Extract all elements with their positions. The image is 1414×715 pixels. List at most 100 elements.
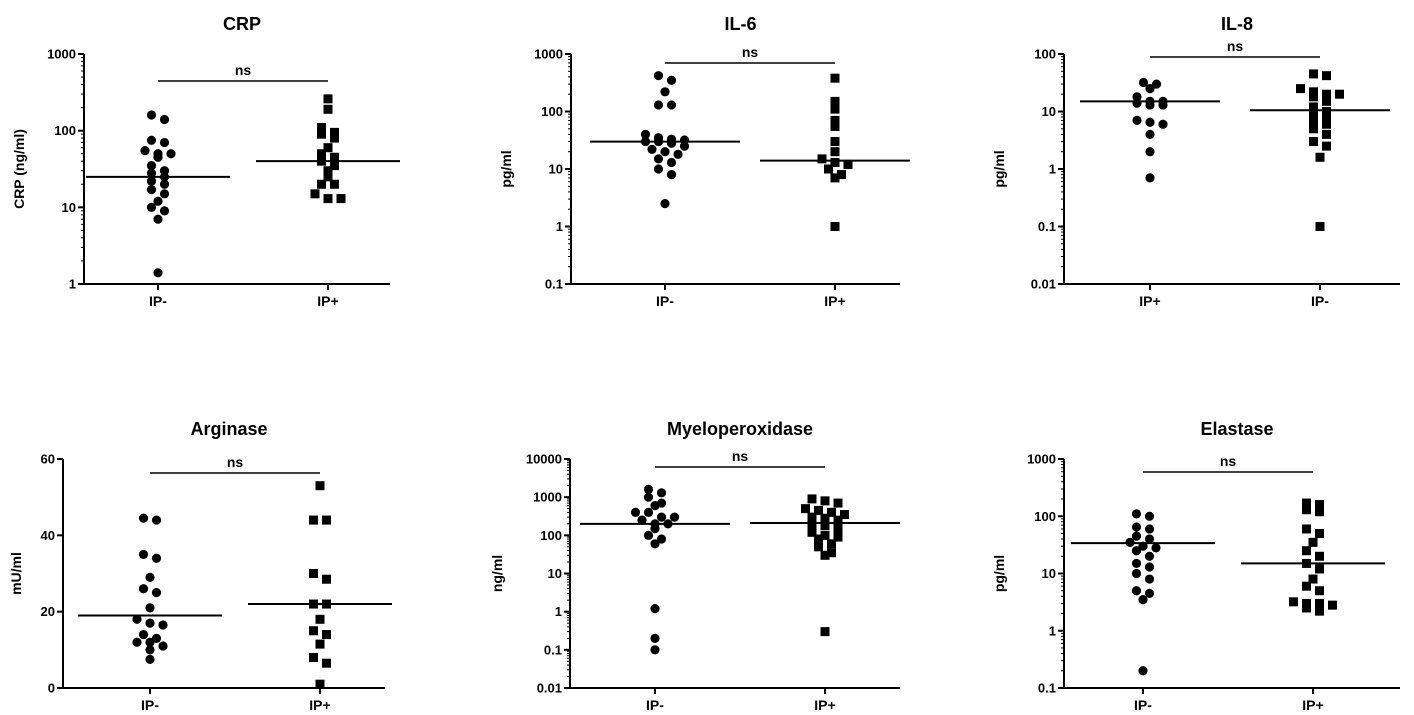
data-point-square: [1335, 89, 1344, 99]
data-point-circle: [656, 488, 667, 498]
y-tick-label: 0: [48, 681, 55, 696]
data-point-circle: [146, 202, 157, 212]
y-tick-label: 1: [69, 277, 76, 292]
significance-label: ns: [235, 62, 252, 78]
data-point-circle: [1131, 558, 1142, 569]
data-point-circle: [1158, 100, 1168, 110]
data-point-square: [309, 515, 318, 525]
data-point-circle: [1144, 574, 1155, 584]
data-point-circle: [1132, 115, 1142, 126]
data-point-square: [830, 157, 840, 167]
data-point-square: [1315, 564, 1324, 574]
data-point-circle: [151, 587, 162, 598]
data-point-square: [330, 152, 339, 162]
data-point-square: [1322, 129, 1331, 139]
data-point-square: [1308, 574, 1318, 584]
data-point-square: [1302, 581, 1311, 591]
data-point-circle: [1151, 79, 1162, 89]
y-axis-label: CRP (ng/ml): [11, 129, 27, 209]
data-point-square: [833, 498, 843, 508]
data-point-circle: [138, 549, 149, 560]
data-point-circle: [666, 75, 677, 85]
data-point-square: [1309, 102, 1318, 112]
data-point-square: [833, 515, 843, 525]
data-point-circle: [1144, 588, 1155, 598]
x-category-label: IP-: [646, 697, 664, 713]
data-point-square: [330, 127, 339, 137]
data-point-square: [317, 149, 326, 159]
data-point-square: [1322, 89, 1331, 99]
data-point-square: [1302, 505, 1311, 515]
data-point-circle: [643, 507, 654, 517]
data-point-square: [817, 154, 827, 164]
y-tick-label: 10: [549, 162, 563, 177]
data-point-circle: [159, 114, 170, 125]
x-category-label: IP-: [656, 293, 674, 309]
x-category-label: IP-: [141, 697, 159, 713]
data-point-square: [317, 122, 326, 132]
data-point-circle: [158, 620, 168, 630]
y-tick-label: 10: [548, 566, 562, 581]
data-point-circle: [1151, 543, 1161, 553]
data-point-square: [814, 534, 823, 544]
data-point-circle: [145, 603, 155, 613]
data-point-circle: [666, 138, 677, 148]
data-point-square: [1309, 109, 1318, 119]
data-point-square: [323, 104, 333, 114]
significance-label: ns: [1220, 453, 1237, 469]
y-tick-label: 0.1: [545, 277, 563, 292]
data-point-circle: [1144, 534, 1155, 544]
y-axis-label: pg/ml: [498, 150, 514, 187]
data-point-circle: [158, 641, 168, 651]
y-tick-label: 100: [1034, 509, 1056, 524]
data-point-square: [807, 494, 817, 504]
data-point-circle: [159, 137, 170, 148]
data-point-circle: [1145, 147, 1155, 157]
data-point-circle: [673, 149, 683, 159]
data-point-square: [1302, 598, 1311, 608]
data-point-square: [323, 143, 333, 153]
data-point-square: [1328, 600, 1337, 610]
data-point-square: [830, 104, 840, 114]
data-point-circle: [1145, 117, 1155, 127]
y-tick-label: 0.01: [1031, 277, 1056, 292]
y-tick-label: 1: [1049, 623, 1056, 638]
data-point-circle: [637, 515, 647, 525]
data-point-circle: [159, 206, 170, 216]
data-point-square: [1322, 96, 1331, 106]
data-point-square: [1315, 586, 1324, 596]
data-point-square: [827, 548, 836, 558]
y-tick-label: 1000: [533, 490, 562, 505]
data-point-square: [1322, 112, 1331, 122]
y-tick-label: 1: [1049, 162, 1056, 177]
data-point-square: [310, 189, 320, 199]
y-tick-label: 100: [540, 528, 562, 543]
y-tick-label: 1: [556, 219, 563, 234]
x-category-label: IP+: [309, 697, 330, 713]
data-point-circle: [650, 633, 660, 643]
x-category-label: IP-: [1134, 697, 1152, 713]
data-point-circle: [653, 71, 664, 81]
data-point-circle: [140, 145, 150, 156]
data-point-square: [1315, 528, 1324, 538]
data-point-square: [1322, 141, 1331, 151]
data-point-circle: [1138, 666, 1148, 676]
y-tick-label: 1: [555, 604, 562, 619]
data-point-square: [1302, 524, 1311, 534]
data-point-circle: [145, 645, 155, 655]
data-point-circle: [650, 539, 660, 549]
data-point-circle: [146, 110, 157, 120]
data-point-circle: [146, 185, 157, 195]
data-point-square: [1309, 87, 1318, 97]
data-point-square: [820, 627, 830, 637]
data-point-square: [315, 481, 325, 491]
data-point-circle: [650, 524, 660, 534]
data-point-square: [309, 652, 318, 662]
data-point-square: [830, 96, 840, 106]
data-point-circle: [1145, 84, 1155, 94]
data-point-circle: [630, 507, 641, 517]
significance-label: ns: [1227, 38, 1244, 54]
data-point-square: [824, 164, 833, 174]
data-point-square: [1309, 115, 1318, 125]
